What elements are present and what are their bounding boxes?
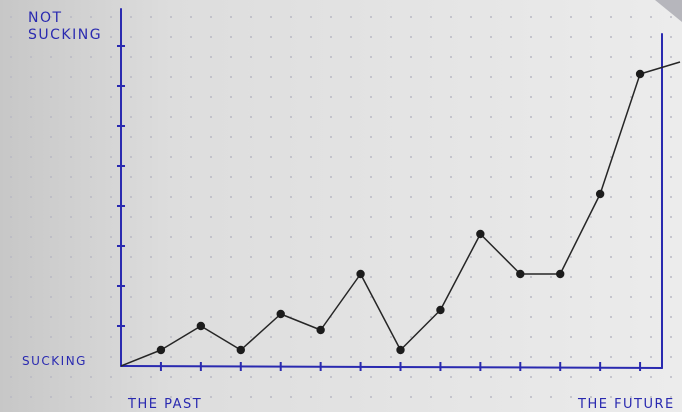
data-point: [516, 269, 525, 279]
data-point: [236, 345, 245, 355]
data-point: [556, 269, 565, 279]
data-point: [595, 189, 605, 199]
data-point: [276, 309, 285, 319]
x-ticks: [159, 362, 642, 371]
y-label-bottom: SUCKING: [22, 354, 87, 368]
data-point: [156, 345, 166, 355]
data-point: [436, 305, 445, 315]
page-corner-shadow: [655, 0, 682, 22]
data-point: [635, 69, 645, 79]
y-label-top-line1: NOT: [28, 10, 63, 26]
y-ticks: [117, 45, 125, 327]
data-point: [316, 325, 325, 335]
axes: [120, 8, 663, 369]
data-point: [476, 229, 485, 239]
x-label-right: THE FUTURE: [577, 397, 675, 412]
data-point: [356, 269, 365, 279]
y-label-top: NOT SUCKING: [28, 10, 102, 43]
x-label-left: THE PAST: [127, 397, 202, 412]
x-axis-line: [120, 365, 663, 369]
data-point: [396, 345, 405, 355]
series-markers: [156, 69, 645, 355]
data-point: [196, 321, 206, 331]
y-label-top-line2: SUCKING: [28, 27, 102, 43]
